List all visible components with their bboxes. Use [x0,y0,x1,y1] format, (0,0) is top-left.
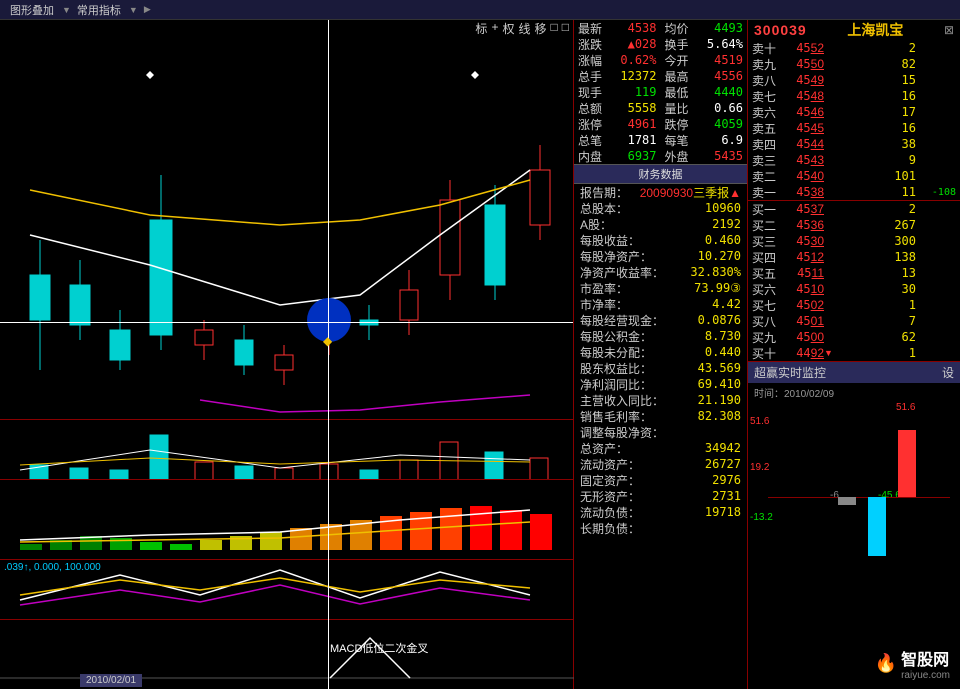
orderbook-row[interactable]: 买九450062 [748,329,960,345]
quote-item: 涨幅0.62% [574,52,661,68]
fin-item: 主营收入同比：21.190 [574,392,747,408]
fin-item: 每股公积金：8.730 [574,328,747,344]
fin-item: 总资产：34942 [574,440,747,456]
monitor-title: 超赢实时监控 [754,364,826,381]
fin-item: 市净率：4.42 [574,296,747,312]
fin-item: 净利润同比：69.410 [574,376,747,392]
quote-item: 最高4556 [661,68,748,84]
signal-arrow-icon: ◆ [323,334,332,348]
chart-top-icons: 标+权线移 □□ [475,20,569,37]
orderbook-row[interactable]: 卖二4540101 [748,168,960,184]
quote-item: 总手12372 [574,68,661,84]
orderbook-row[interactable]: 买十4492▼1 [748,345,960,361]
chart-area[interactable]: 标+权线移 □□ ◆ .039↑, 0.000, 100.000 MACD低位二次… [0,20,574,689]
fin-item: 市盈率：73.99③ [574,280,747,296]
quote-item: 内盘6937 [574,148,661,164]
orderbook-row[interactable]: 买一45372 [748,201,960,217]
fin-item: 无形资产：2731 [574,488,747,504]
fin-item: 流动资产：26727 [574,456,747,472]
orderbook-row[interactable]: 卖一453811-108 [748,184,960,200]
chart-tool-icon[interactable]: 移 [534,20,546,37]
fin-item: 销售毛利率：82.308 [574,408,747,424]
quote-item: 均价4493 [661,20,748,36]
watermark: 🔥 智股网raiyue.com [875,646,950,681]
chart-tool-icon[interactable]: 权 [502,20,514,37]
oscillator-chart: .039↑, 0.000, 100.000 [0,560,574,620]
orderbook-row[interactable]: 卖九455082 [748,56,960,72]
quote-item: 跌停4059 [661,116,748,132]
fin-item: A股：2192 [574,216,747,232]
chart-tool-icon[interactable]: □ [551,20,558,37]
quote-item: 今开4519 [661,52,748,68]
orderbook-row[interactable]: 买四4512138 [748,249,960,265]
fin-item: 长期负债： [574,520,747,536]
quote-item: 最新4538 [574,20,661,36]
crosshair-horizontal [0,322,573,323]
monitor-settings[interactable]: 设 [942,364,954,381]
orderbook-row[interactable]: 买六451030 [748,281,960,297]
crosshair-vertical [328,20,329,689]
orderbook-row[interactable]: 买七45021 [748,297,960,313]
fin-item: 总股本：10960 [574,200,747,216]
close-icon[interactable]: ⊠ [944,23,954,37]
orderbook-row[interactable]: 卖十45522 [748,40,960,56]
orderbook-row[interactable]: 卖七454816 [748,88,960,104]
quote-item: 外盘5435 [661,148,748,164]
monitor-panel: 超赢实时监控设 时间：2010/02/09 51.651.619.2-6-45.… [748,361,960,547]
quote-item: 现手119 [574,84,661,100]
fin-item: 调整每股净资： [574,424,747,440]
orderbook-row[interactable]: 卖四454438 [748,136,960,152]
orderbook-row[interactable]: 买八45017 [748,313,960,329]
fin-item: 股东权益比：43.569 [574,360,747,376]
quote-item: 总额5558 [574,100,661,116]
chart-tool-icon[interactable]: 线 [518,20,530,37]
stock-code[interactable]: 300039 [754,22,807,38]
stock-name: 上海凯宝 [847,20,903,40]
quote-item: 总笔1781 [574,132,661,148]
orderbook-row[interactable]: 卖八454915 [748,72,960,88]
fin-item: 固定资产：2976 [574,472,747,488]
quote-item: 涨跌▲028 [574,36,661,52]
flame-icon: 🔥 [875,653,897,674]
lower-chart: MACD低位二次金叉 2010/02/01 [0,620,574,689]
quote-item: 最低4440 [661,84,748,100]
fin-item: 流动负债：19718 [574,504,747,520]
quote-panel: 最新4538均价4493涨跌▲028换手5.64%涨幅0.62%今开4519总手… [574,20,748,689]
orderbook-row[interactable]: 卖六454617 [748,104,960,120]
orderbook-row[interactable]: 买五451113 [748,265,960,281]
date-indicator: 2010/02/01 [80,674,142,687]
fin-item: 每股收益：0.460 [574,232,747,248]
orderbook-row[interactable]: 卖五454516 [748,120,960,136]
orderbook-row[interactable]: 卖三45439 [748,152,960,168]
chart-tool-icon[interactable]: □ [562,20,569,37]
monitor-time: 时间：2010/02/09 [748,383,960,402]
toolbar: 图形叠加▼ 常用指标▼ ▶ [0,0,960,20]
fin-item: 每股经营现金：0.0876 [574,312,747,328]
macd-chart [0,480,574,560]
chart-tool-icon[interactable]: 标 [475,20,487,37]
quote-item: 换手5.64% [661,36,748,52]
quote-item: 量比0.66 [661,100,748,116]
stock-header: 300039 上海凯宝 ⊠ [748,20,960,40]
fin-item: 净资产收益率：32.830% [574,264,747,280]
orderbook: 卖十45522卖九455082卖八454915卖七454816卖六454617卖… [748,40,960,361]
volume-chart [0,420,574,480]
report-period: 报告期： 20090930三季报▲ [574,184,747,200]
quote-item: 每笔6.9 [661,132,748,148]
orderbook-row[interactable]: 买二4536267 [748,217,960,233]
orderbook-row[interactable]: 买三4530300 [748,233,960,249]
fin-item: 每股未分配：0.440 [574,344,747,360]
chart-tool-icon[interactable]: + [491,20,498,37]
fin-item: 每股净资产：10.270 [574,248,747,264]
overlay-btn[interactable]: 图形叠加 [4,2,60,18]
candlestick-chart [0,40,574,420]
indicator-btn[interactable]: 常用指标 [71,2,127,18]
quote-item: 涨停4961 [574,116,661,132]
financial-header[interactable]: 财务数据 [574,164,747,184]
